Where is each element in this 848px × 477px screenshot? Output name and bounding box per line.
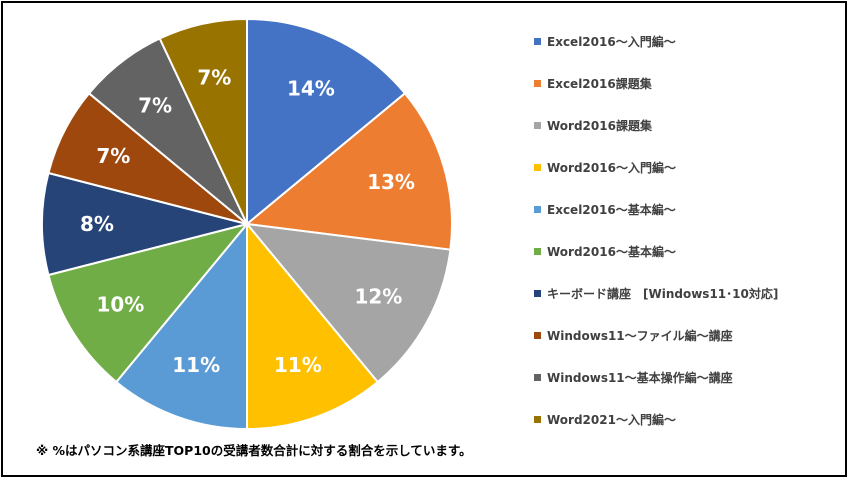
legend-label: Excel2016課題集	[547, 76, 652, 91]
slice-data-label: 11%	[172, 353, 220, 377]
legend-label: キーボード講座 [Windows11･10対応]	[547, 286, 779, 301]
legend-swatch	[534, 247, 541, 255]
slice-data-label: 8%	[80, 212, 114, 236]
legend-swatch	[534, 373, 541, 381]
legend-item: Word2021〜入門編〜	[534, 398, 778, 440]
slice-data-label: 7%	[197, 66, 231, 90]
legend-item: Word2016課題集	[534, 104, 778, 146]
slice-data-label: 13%	[367, 170, 415, 194]
legend-item: Excel2016〜基本編〜	[534, 188, 778, 230]
legend-item: キーボード講座 [Windows11･10対応]	[534, 272, 778, 314]
pie-slice	[41, 171, 248, 277]
slice-data-label: 7%	[138, 94, 172, 118]
slice-data-label: 12%	[354, 284, 402, 308]
legend-swatch	[534, 121, 541, 129]
legend-label: Word2016課題集	[547, 118, 652, 133]
legend-swatch	[534, 205, 541, 213]
pie-slice	[246, 221, 380, 431]
legend-label: Word2021〜入門編〜	[547, 412, 676, 427]
legend-swatch	[534, 79, 541, 87]
pie-slice	[114, 221, 248, 431]
pie-slice	[47, 222, 250, 384]
slice-data-label: 7%	[96, 144, 130, 168]
slice-data-label: 11%	[274, 353, 322, 377]
legend-swatch	[534, 37, 541, 45]
legend-label: Excel2016〜入門編〜	[547, 34, 676, 49]
legend-item: Excel2016課題集	[534, 62, 778, 104]
legend-item: Excel2016〜入門編〜	[534, 20, 778, 62]
legend-item: Word2016〜基本編〜	[534, 230, 778, 272]
legend-item: Windows11〜基本操作編〜講座	[534, 356, 778, 398]
legend-label: Windows11〜基本操作編〜講座	[547, 370, 733, 385]
pie-slice	[246, 17, 407, 227]
slice-data-label: 10%	[96, 292, 144, 316]
footnote: ※ %はパソコン系講座TOP10の受講者数合計に対する割合を示しています。	[36, 443, 472, 458]
slice-data-label: 14%	[287, 76, 335, 100]
legend-swatch	[534, 415, 541, 423]
legend-label: Word2016〜入門編〜	[547, 160, 676, 175]
legend-swatch	[534, 163, 541, 171]
legend-label: Word2016〜基本編〜	[547, 244, 676, 259]
pie-slice	[158, 17, 248, 225]
legend-item: Word2016〜入門編〜	[534, 146, 778, 188]
legend-label: Excel2016〜基本編〜	[547, 202, 676, 217]
legend: Excel2016〜入門編〜 Excel2016課題集 Word2016課題集 Wor…	[534, 20, 778, 440]
legend-label: Windows11〜ファイル編〜講座	[547, 328, 733, 343]
legend-swatch	[534, 289, 541, 297]
legend-swatch	[534, 331, 541, 339]
pie-slice	[244, 91, 453, 251]
pie-slice	[244, 222, 452, 384]
legend-item: Windows11〜ファイル編〜講座	[534, 314, 778, 356]
